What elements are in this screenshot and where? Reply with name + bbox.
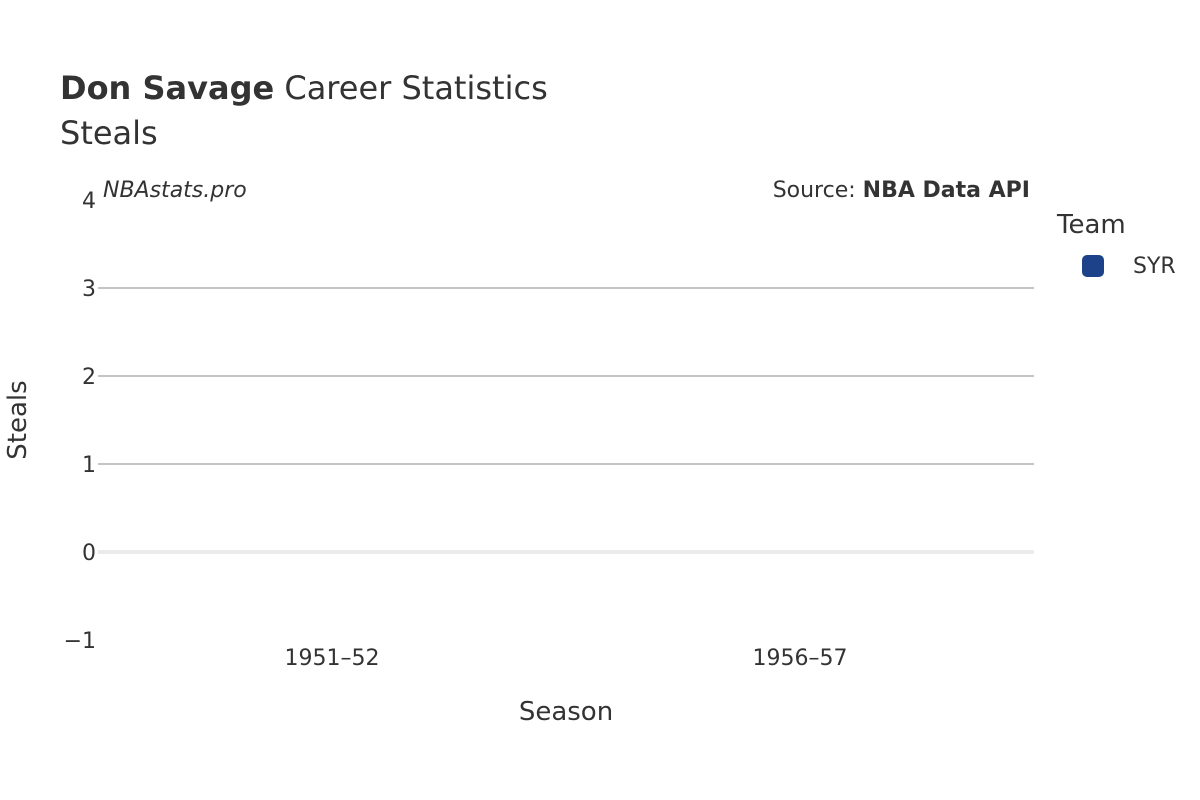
chart-title-rest: Career Statistics	[274, 69, 548, 107]
y-tick-label: −1	[64, 629, 96, 654]
x-tick-label: 1956–57	[753, 646, 848, 671]
chart-title-player: Don Savage	[60, 69, 275, 107]
y-axis-title: Steals	[3, 380, 33, 459]
legend-item-syr[interactable]: SYR	[1082, 253, 1176, 279]
source-name: NBA Data API	[862, 178, 1030, 203]
legend-label-syr: SYR	[1133, 253, 1176, 279]
source-note: Source: NBA Data API	[773, 178, 1030, 203]
chart-subtitle: Steals	[60, 114, 158, 152]
x-axis-title: Season	[519, 697, 613, 727]
legend-swatch-syr	[1082, 255, 1104, 277]
source-prefix: Source:	[772, 178, 863, 203]
watermark: NBAstats.pro	[103, 178, 247, 203]
y-tick-label: 1	[82, 453, 96, 478]
y-tick-label: 4	[82, 189, 96, 214]
legend-title: Team	[1057, 210, 1126, 240]
chart-title: Don Savage Career Statistics	[60, 68, 548, 108]
x-tick-label: 1951–52	[285, 646, 380, 671]
y-tick-label: 2	[82, 365, 96, 390]
y-tick-label: 0	[82, 541, 96, 566]
y-tick-label: 3	[82, 277, 96, 302]
